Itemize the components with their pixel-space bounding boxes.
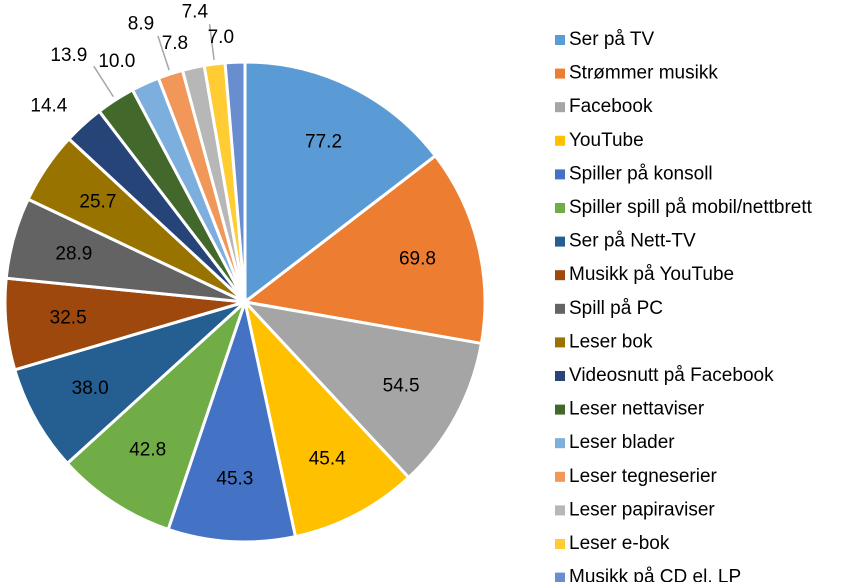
pie-slice — [65, 297, 249, 532]
data-label: 28.9 — [55, 243, 92, 264]
legend-swatch — [555, 102, 565, 113]
data-label: 77.2 — [305, 132, 342, 153]
pie-slice — [240, 299, 484, 480]
data-label: 45.4 — [309, 448, 346, 469]
legend-label: Leser blader — [569, 432, 675, 453]
pie-slice — [166, 296, 298, 544]
data-label: 54.5 — [383, 376, 420, 397]
legend-label: Musikk på YouTube — [569, 264, 734, 285]
legend-swatch — [555, 572, 565, 582]
legend-label: Ser på Nett-TV — [569, 231, 696, 252]
leader-line — [208, 24, 215, 61]
legend-label: Ser på TV — [569, 29, 655, 50]
data-label: 7.4 — [182, 1, 209, 22]
leader-line — [93, 65, 114, 98]
legend-swatch — [555, 371, 565, 381]
legend-label: Spiller spill på mobil/nettbrett — [569, 197, 813, 218]
data-label: 42.8 — [129, 440, 166, 461]
legend-swatch — [555, 471, 565, 482]
data-label: 13.9 — [50, 45, 87, 66]
legend-swatch — [555, 404, 565, 415]
legend-label: Leser e-bok — [569, 533, 670, 554]
data-label: 69.8 — [399, 249, 436, 270]
data-label: 25.7 — [79, 191, 116, 212]
legend-swatch — [555, 68, 565, 79]
pie-slice — [223, 60, 247, 303]
legend-swatch — [555, 135, 565, 146]
legend-swatch — [555, 35, 565, 45]
legend-swatch — [555, 203, 565, 213]
pie-slice — [12, 300, 247, 466]
legend-swatch — [555, 236, 565, 247]
pie-slice — [243, 60, 438, 306]
data-label: 8.9 — [128, 13, 154, 34]
legend-swatch — [555, 337, 565, 348]
pie-slice — [242, 297, 411, 539]
legend-label: Videosnutt på Facebook — [569, 365, 774, 386]
data-label: 7.8 — [162, 33, 188, 54]
legend-label: Facebook — [569, 96, 653, 117]
legend-label: Musikk på CD el. LP — [569, 567, 741, 582]
legend-swatch — [555, 539, 565, 549]
legend-label: Leser tegneserier — [569, 466, 718, 487]
legend-swatch — [555, 438, 565, 449]
legend-swatch — [555, 303, 565, 314]
legend-label: Spill på PC — [569, 298, 663, 319]
legend-label: YouTube — [569, 130, 644, 151]
data-label: 38.0 — [72, 378, 109, 399]
leader-line — [157, 35, 170, 71]
legend-label: Leser bok — [569, 331, 653, 352]
legend-label: Leser papiraviser — [569, 499, 715, 520]
data-label: 45.3 — [216, 468, 253, 489]
data-label: 32.5 — [50, 308, 87, 329]
legend-swatch — [555, 169, 565, 180]
data-label: 14.4 — [30, 96, 67, 117]
data-label: 10.0 — [98, 51, 135, 72]
pie-slice — [241, 153, 487, 346]
legend-swatch — [555, 505, 565, 516]
legend-label: Strømmer musikk — [569, 63, 718, 84]
data-label: 7.0 — [208, 27, 234, 48]
legend-swatch — [555, 270, 565, 281]
legend-label: Leser nettaviser — [569, 399, 705, 420]
legend-label: Spiller på konsoll — [569, 163, 713, 184]
